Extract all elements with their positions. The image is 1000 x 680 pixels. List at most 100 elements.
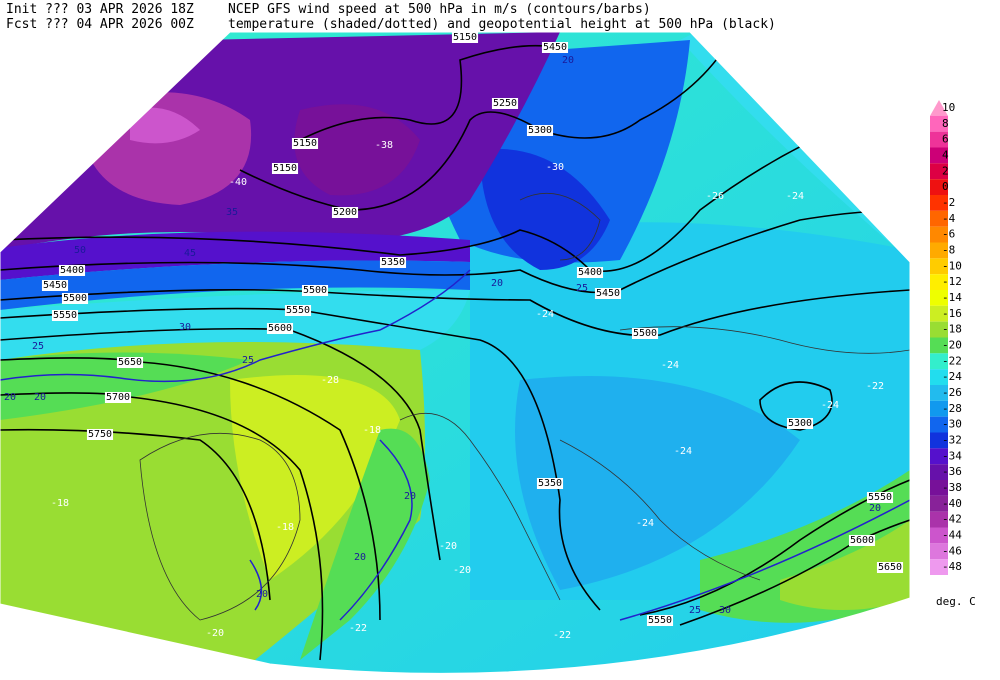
height-label-bg: [266, 323, 294, 334]
legend-swatch: [930, 226, 948, 243]
legend-arrow: [930, 100, 948, 116]
legend-label: -20: [942, 338, 962, 351]
height-label: 5550: [286, 305, 310, 316]
legend-label: -12: [942, 275, 962, 288]
legend-label: -38: [942, 481, 962, 494]
legend-swatch: [930, 480, 948, 496]
legend-swatch: [930, 163, 948, 180]
legend-label: -24: [942, 370, 962, 383]
height-label-bg: [379, 257, 407, 268]
wind-label: 20: [869, 503, 881, 514]
legend-swatch: [930, 147, 948, 164]
wind-label: 25: [242, 355, 254, 366]
legend-swatch: [930, 448, 948, 465]
temperature-label: -24: [674, 446, 692, 457]
height-label: 5300: [788, 418, 812, 429]
height-label-bg: [786, 418, 814, 429]
height-label: 5500: [303, 285, 327, 296]
legend-swatch: [930, 258, 948, 275]
legend-swatch: [930, 416, 948, 433]
wind-label: 50: [74, 245, 86, 256]
height-label: 5150: [273, 163, 297, 174]
height-label-bg: [451, 32, 479, 43]
height-label-bg: [51, 310, 79, 321]
legend-label: -34: [942, 449, 962, 462]
legend-label: 0: [942, 180, 949, 193]
height-label-bg: [646, 615, 674, 626]
temperature-label: -24: [786, 191, 804, 202]
height-label-bg: [271, 163, 299, 174]
temperature-label: -40: [229, 177, 247, 188]
temperature-label: -24: [636, 518, 654, 529]
wind-label: 20: [404, 491, 416, 502]
height-label-bg: [331, 207, 359, 218]
wind-label: 35: [226, 207, 238, 218]
legend-swatch: [930, 543, 948, 560]
height-label: 5550: [648, 615, 672, 626]
legend-label: -44: [942, 528, 962, 541]
temperature-label: -20: [206, 628, 224, 639]
legend-label: -2: [942, 196, 955, 209]
height-label-bg: [576, 267, 604, 278]
height-label: 5500: [633, 328, 657, 339]
legend-swatch: [930, 305, 948, 322]
height-label-bg: [291, 138, 319, 149]
temperature-label: -18: [363, 425, 381, 436]
height-label-bg: [536, 478, 564, 489]
legend-swatch: [930, 242, 948, 259]
height-label: 5550: [868, 492, 892, 503]
wind-label: 30: [179, 322, 191, 333]
height-label-bg: [284, 305, 312, 316]
height-label-bg: [631, 328, 659, 339]
height-label: 5600: [850, 535, 874, 546]
height-label: 5550: [53, 310, 77, 321]
temperature-label: -18: [51, 498, 69, 509]
temperature-label: -24: [821, 400, 839, 411]
map-frame: [0, 31, 911, 674]
legend-label: -48: [942, 560, 962, 573]
legend-label: -46: [942, 544, 962, 557]
legend-label: -32: [942, 433, 962, 446]
height-label-bg: [594, 288, 622, 299]
legend-label: -28: [942, 402, 962, 415]
wind-label: 20: [562, 55, 574, 66]
temperature-label: -38: [375, 140, 393, 151]
legend-label: -4: [942, 212, 956, 225]
height-label: 5300: [528, 125, 552, 136]
height-label-bg: [866, 492, 894, 503]
legend-swatch: [930, 115, 948, 132]
legend-label: -40: [942, 497, 962, 510]
temperature-label: -18: [276, 522, 294, 533]
height-label: 5350: [381, 257, 405, 268]
color-legend: 10 8 6 4 2 0 -2 -4 -6 -8 -10 -12 -14 -16 -18 -20 -22 -24 -…: [930, 100, 962, 575]
init-text: Init ??? 03 APR 2026 18Z: [6, 2, 194, 17]
height-label: 5400: [578, 267, 602, 278]
height-label: 5450: [543, 42, 567, 53]
height-label-bg: [61, 293, 89, 304]
legend-label: 6: [942, 133, 949, 146]
wind-label: 30: [719, 605, 731, 616]
legend-label: -8: [942, 243, 955, 256]
height-label: 5150: [453, 32, 477, 43]
fcst-text: Fcst ??? 04 APR 2026 00Z: [6, 17, 194, 32]
height-label-bg: [848, 535, 876, 546]
legend-label: 8: [942, 117, 949, 130]
height-label-bg: [541, 42, 569, 53]
legend-label: -36: [942, 465, 962, 478]
legend-swatch: [930, 464, 948, 480]
height-label: 5200: [333, 207, 357, 218]
legend-label: 10: [942, 101, 955, 114]
wind-label: 20: [491, 278, 503, 289]
legend-label: -14: [942, 291, 962, 304]
legend-swatch: [930, 385, 948, 401]
legend-label: -10: [942, 259, 962, 272]
legend-label: -16: [942, 307, 962, 320]
temperature-label: -24: [536, 309, 554, 320]
wind-label: 20: [354, 552, 366, 563]
legend-swatch: [930, 400, 948, 417]
height-label: 5350: [538, 478, 562, 489]
legend-swatch: [930, 353, 948, 370]
legend-label: 4: [942, 148, 949, 161]
